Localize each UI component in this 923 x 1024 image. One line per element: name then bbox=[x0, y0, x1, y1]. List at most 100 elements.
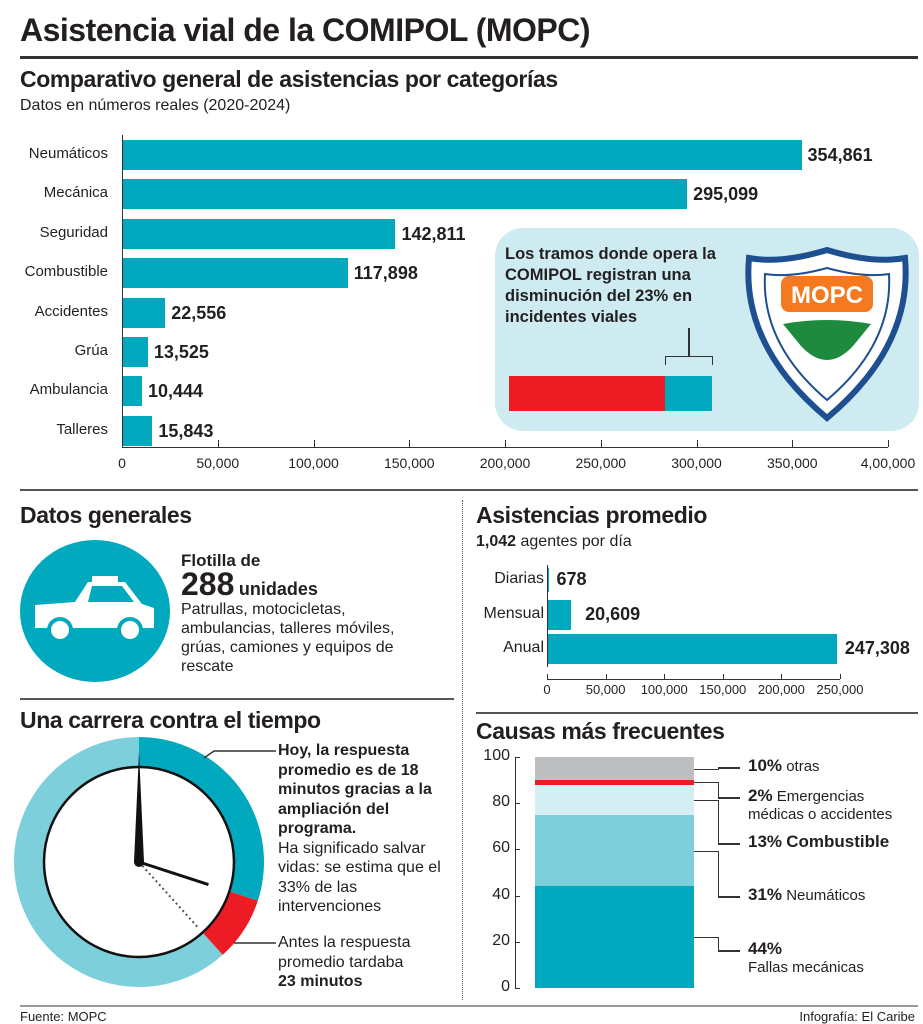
bar bbox=[547, 600, 572, 630]
legend-name: otras bbox=[786, 758, 820, 775]
x-tick-label: 50,000 bbox=[585, 682, 626, 697]
value-label: 15,843 bbox=[158, 420, 214, 441]
category-label: Seguridad bbox=[39, 223, 108, 241]
x-tick-label: 0 bbox=[543, 682, 551, 697]
value-label: 20,609 bbox=[585, 604, 641, 624]
truck-icon bbox=[35, 576, 154, 643]
fleet-description: Patrullas, motocicletas, ambulancias, ta… bbox=[181, 601, 395, 675]
x-tick-label: 200,000 bbox=[479, 455, 531, 471]
legend-label: 13% Combustible bbox=[748, 833, 920, 852]
category-label: Talleres bbox=[56, 420, 108, 438]
clock-center bbox=[134, 857, 144, 867]
carrera-bold: Hoy, la respuesta promedio es de 18 minu… bbox=[278, 742, 432, 837]
y-tick-mark bbox=[515, 757, 520, 758]
page-title: Asistencia vial de la COMIPOL (MOPC) bbox=[20, 12, 591, 48]
y-tick-label: 20 bbox=[492, 931, 510, 949]
comipol-logo: MOPC bbox=[745, 246, 909, 422]
donut-slice bbox=[202, 891, 258, 955]
x-axis bbox=[547, 679, 840, 680]
divider bbox=[20, 1005, 918, 1007]
bracket bbox=[665, 356, 713, 365]
bar bbox=[122, 218, 396, 249]
bracket-stem bbox=[688, 328, 690, 356]
x-tick-mark bbox=[664, 674, 666, 679]
x-tick-label: 300,000 bbox=[671, 455, 722, 471]
category-label: Mensual bbox=[483, 605, 544, 622]
x-tick-label: 200,000 bbox=[757, 682, 805, 697]
bar bbox=[122, 297, 166, 328]
legend-label: 44% Fallas mecánicas bbox=[748, 940, 920, 977]
legend-label: 31% Neumáticos bbox=[748, 886, 920, 905]
y-axis bbox=[122, 135, 123, 447]
x-tick-label: 100,000 bbox=[640, 682, 688, 697]
value-label: 354,861 bbox=[807, 145, 873, 165]
callout-stub bbox=[718, 767, 740, 769]
category-label: Combustible bbox=[24, 263, 108, 281]
legend-name: Combustible bbox=[786, 832, 890, 851]
y-tick-label: 40 bbox=[492, 885, 510, 903]
x-tick-mark bbox=[840, 674, 841, 679]
y-tick-mark bbox=[515, 849, 520, 851]
y-tick-mark bbox=[515, 988, 520, 989]
callout-line bbox=[694, 937, 719, 951]
y-tick-mark bbox=[515, 941, 520, 943]
callout-line bbox=[694, 767, 719, 770]
y-tick-label: 100 bbox=[483, 747, 510, 764]
x-tick-mark bbox=[696, 440, 698, 447]
category-label: Ambulancia bbox=[29, 381, 108, 399]
stack-segment bbox=[535, 757, 694, 781]
x-tick-mark bbox=[792, 440, 794, 447]
y-tick-mark bbox=[515, 895, 520, 897]
legend-pct: 44% bbox=[748, 939, 783, 958]
value-label: 247,308 bbox=[844, 638, 910, 658]
legend-pct: 10% bbox=[748, 756, 783, 775]
chart1-subtitle: Datos en números reales (2020-2024) bbox=[20, 97, 291, 114]
asistencias-subtitle: 1,042 agentes por día bbox=[476, 533, 632, 551]
callout-line bbox=[694, 850, 719, 897]
y-tick-label: 0 bbox=[501, 978, 510, 995]
bar bbox=[122, 415, 153, 446]
y-axis bbox=[547, 565, 548, 667]
column-divider bbox=[462, 500, 463, 1000]
divider bbox=[20, 56, 918, 59]
x-tick-mark bbox=[600, 440, 602, 447]
category-label: Accidentes bbox=[34, 302, 108, 320]
fleet-count: 288 unidades bbox=[181, 566, 318, 603]
asistencias-title: Asistencias promedio bbox=[476, 502, 708, 528]
value-label: 678 bbox=[556, 569, 587, 589]
bar bbox=[122, 376, 142, 407]
x-tick-label: 50,000 bbox=[196, 455, 240, 471]
legend-label: 2% Emergencias médicas o accidentes bbox=[748, 787, 920, 824]
x-tick-mark bbox=[781, 674, 783, 679]
antes-label: Antes la respuesta promedio tardaba bbox=[278, 934, 411, 971]
bar bbox=[122, 258, 348, 289]
x-tick-mark bbox=[722, 674, 724, 679]
category-label: Neumáticos bbox=[28, 145, 108, 162]
causas-title: Causas más frecuentes bbox=[476, 718, 725, 744]
x-tick-mark bbox=[217, 440, 219, 447]
reduction-inset: Los tramos donde opera la COMIPOL regist… bbox=[495, 228, 919, 431]
value-label: 295,099 bbox=[693, 184, 759, 205]
fleet-label: Flotilla de bbox=[181, 551, 261, 570]
x-tick-label: 0 bbox=[118, 455, 126, 471]
divider bbox=[20, 489, 918, 491]
divider bbox=[20, 698, 454, 700]
agents-count: 1,042 bbox=[476, 533, 517, 550]
callout-line bbox=[694, 782, 719, 798]
fleet-circle bbox=[20, 540, 170, 682]
bar bbox=[547, 634, 837, 664]
y-tick-label: 80 bbox=[492, 793, 510, 811]
y-tick-label: 60 bbox=[492, 839, 510, 857]
stack-segment bbox=[535, 784, 694, 815]
legend-name: Neumáticos bbox=[786, 887, 866, 904]
y-tick-mark bbox=[515, 803, 520, 805]
x-tick-mark bbox=[547, 674, 548, 679]
callout-stub bbox=[718, 896, 740, 898]
legend-pct: 13% bbox=[748, 832, 783, 851]
legend-name: Fallas mecánicas bbox=[748, 959, 864, 976]
antes-text: Antes la respuesta promedio tardaba 23 m… bbox=[278, 933, 448, 992]
divider bbox=[476, 712, 918, 714]
source: Fuente: MOPC bbox=[20, 1009, 107, 1024]
callout-stub bbox=[718, 797, 740, 799]
hour-hand bbox=[134, 752, 144, 862]
